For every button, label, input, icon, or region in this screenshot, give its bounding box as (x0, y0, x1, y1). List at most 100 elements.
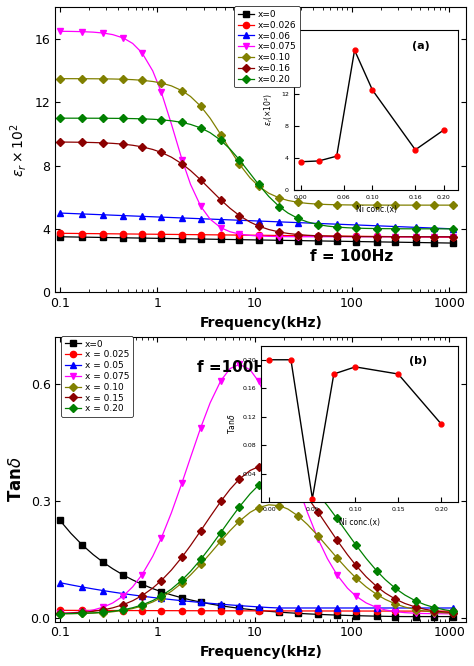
x=0 (315, 237, 321, 245)
x = 0.15 (130, 597, 136, 605)
x=0.16 (422, 232, 428, 240)
x = 0.075 (431, 609, 437, 617)
x=0.06 (383, 222, 388, 230)
x=0.16 (325, 232, 330, 240)
x = 0.05 (450, 604, 456, 612)
x = 0.075 (450, 610, 456, 618)
x=0.20 (91, 115, 96, 123)
x = 0.05 (247, 602, 253, 610)
x=0.10 (392, 201, 398, 209)
x = 0.10 (91, 609, 96, 617)
x=0 (345, 611, 350, 619)
x = 0.10 (158, 593, 164, 601)
Line: x = 0.10: x = 0.10 (57, 501, 456, 617)
x = 0.075 (305, 509, 310, 517)
x=0 (130, 576, 136, 584)
x=0.20 (450, 225, 456, 233)
x=0.16 (150, 145, 155, 153)
x=0 (325, 611, 330, 619)
x = 0.075 (100, 603, 106, 611)
x = 0.20 (130, 604, 136, 612)
x=0.10 (345, 201, 350, 209)
x = 0.05 (383, 604, 388, 612)
x = 0.025 (80, 607, 85, 615)
x = 0.15 (276, 466, 282, 474)
x = 0.05 (325, 604, 330, 612)
x=0 (68, 233, 74, 241)
x = 0.15 (91, 607, 96, 615)
x=0.06 (266, 217, 272, 225)
x = 0.10 (68, 609, 74, 617)
x=0 (402, 238, 408, 246)
x = 0.025 (345, 607, 350, 615)
x = 0.20 (120, 606, 126, 614)
x=0 (442, 613, 447, 621)
x=0.16 (227, 204, 233, 212)
x=0.06 (353, 221, 359, 229)
x = 0.025 (315, 607, 321, 615)
x = 0.05 (80, 583, 85, 591)
x=0.20 (158, 116, 164, 124)
x=0.10 (68, 75, 74, 83)
x=0.20 (198, 124, 203, 132)
x = 0.025 (120, 607, 126, 615)
x = 0.15 (68, 609, 74, 617)
x = 0.10 (130, 605, 136, 613)
x=0.075 (227, 228, 233, 236)
x=0.10 (227, 146, 233, 154)
x = 0.05 (198, 599, 203, 607)
x=0 (422, 238, 428, 246)
x=0.026 (179, 230, 185, 238)
x=0.10 (315, 200, 321, 208)
x=0.16 (207, 185, 213, 193)
x=0.026 (402, 232, 408, 240)
x = 0.075 (130, 583, 136, 591)
x = 0.20 (315, 490, 321, 498)
x=0 (110, 565, 116, 573)
x = 0.15 (325, 522, 330, 530)
x = 0.20 (247, 490, 253, 498)
x=0.10 (110, 75, 116, 83)
x=0.075 (392, 233, 398, 241)
x=0.075 (207, 215, 213, 223)
x=0 (120, 571, 126, 579)
x = 0.05 (345, 604, 350, 612)
x=0.06 (198, 214, 203, 222)
x = 0.20 (256, 482, 262, 490)
x=0.06 (218, 216, 224, 224)
Line: x=0.16: x=0.16 (57, 139, 456, 240)
x=0 (431, 239, 437, 247)
x=0.075 (266, 232, 272, 240)
x = 0.05 (227, 601, 233, 609)
x=0.20 (422, 225, 428, 233)
x = 0.05 (120, 589, 126, 597)
x = 0.10 (295, 512, 301, 520)
x=0 (68, 529, 74, 537)
x=0 (305, 236, 310, 244)
x = 0.15 (295, 482, 301, 490)
x=0.075 (353, 232, 359, 240)
x = 0.10 (353, 574, 359, 582)
x=0 (198, 235, 203, 243)
x = 0.05 (91, 585, 96, 593)
x=0.16 (158, 149, 164, 157)
x=0 (285, 609, 291, 617)
x = 0.15 (158, 577, 164, 585)
x=0.10 (442, 201, 447, 209)
x=0.075 (158, 88, 164, 96)
x=0 (276, 608, 282, 616)
x = 0.15 (218, 498, 224, 505)
x=0.20 (130, 115, 136, 123)
x=0.06 (402, 223, 408, 231)
x=0 (91, 233, 96, 241)
x=0.06 (139, 212, 145, 220)
x = 0.05 (422, 604, 428, 612)
x = 0.10 (285, 505, 291, 513)
x = 0.05 (315, 604, 321, 612)
x=0.16 (334, 232, 340, 240)
x = 0.10 (315, 532, 321, 540)
x = 0.15 (266, 462, 272, 470)
x=0.16 (442, 232, 447, 240)
x=0.026 (285, 232, 291, 240)
x = 0.10 (363, 583, 369, 591)
